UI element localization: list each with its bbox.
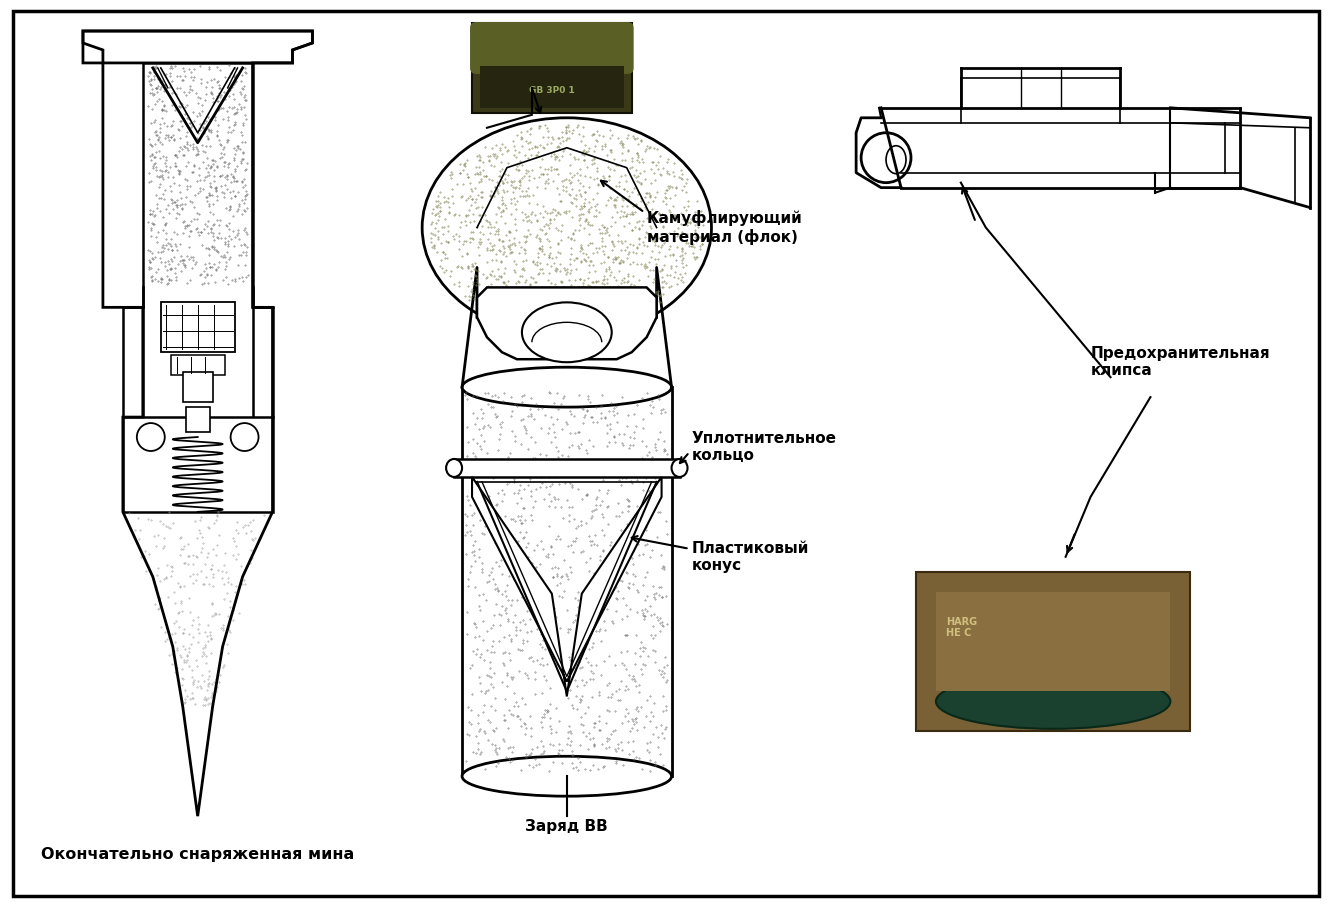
Bar [170, 356, 225, 375]
Bar [161, 302, 235, 352]
Bar [186, 407, 210, 432]
Text: Окончательно снаряженная мина: Окончательно снаряженная мина [41, 846, 355, 862]
Text: HARG
HE C: HARG HE C [946, 617, 977, 639]
Bar [936, 591, 1171, 691]
Polygon shape [472, 477, 662, 697]
Text: Предохранительная
клипса: Предохранительная клипса [1091, 346, 1271, 378]
Polygon shape [82, 31, 312, 63]
Bar [480, 66, 623, 108]
Ellipse shape [462, 367, 671, 407]
Bar [455, 459, 679, 477]
Polygon shape [477, 288, 657, 359]
Ellipse shape [671, 459, 687, 477]
Bar [462, 387, 671, 776]
Circle shape [231, 423, 259, 451]
Ellipse shape [462, 756, 671, 796]
Ellipse shape [936, 674, 1171, 729]
FancyBboxPatch shape [470, 22, 634, 73]
Text: Заряд ВВ: Заряд ВВ [525, 819, 609, 834]
Ellipse shape [447, 459, 462, 477]
Text: Пластиковый
конус: Пластиковый конус [691, 541, 809, 573]
Text: Уплотнительное
кольцо: Уплотнительное кольцо [691, 431, 836, 463]
Ellipse shape [423, 118, 711, 337]
Bar [122, 417, 272, 512]
Circle shape [137, 423, 165, 451]
Text: GB 3P0 1: GB 3P0 1 [529, 86, 574, 95]
Ellipse shape [522, 302, 611, 362]
Bar [182, 372, 213, 402]
Bar [472, 23, 631, 112]
Bar [142, 63, 253, 427]
Bar [916, 571, 1191, 731]
Text: Камуфлирующий
материал (флок): Камуфлирующий материал (флок) [647, 210, 803, 245]
